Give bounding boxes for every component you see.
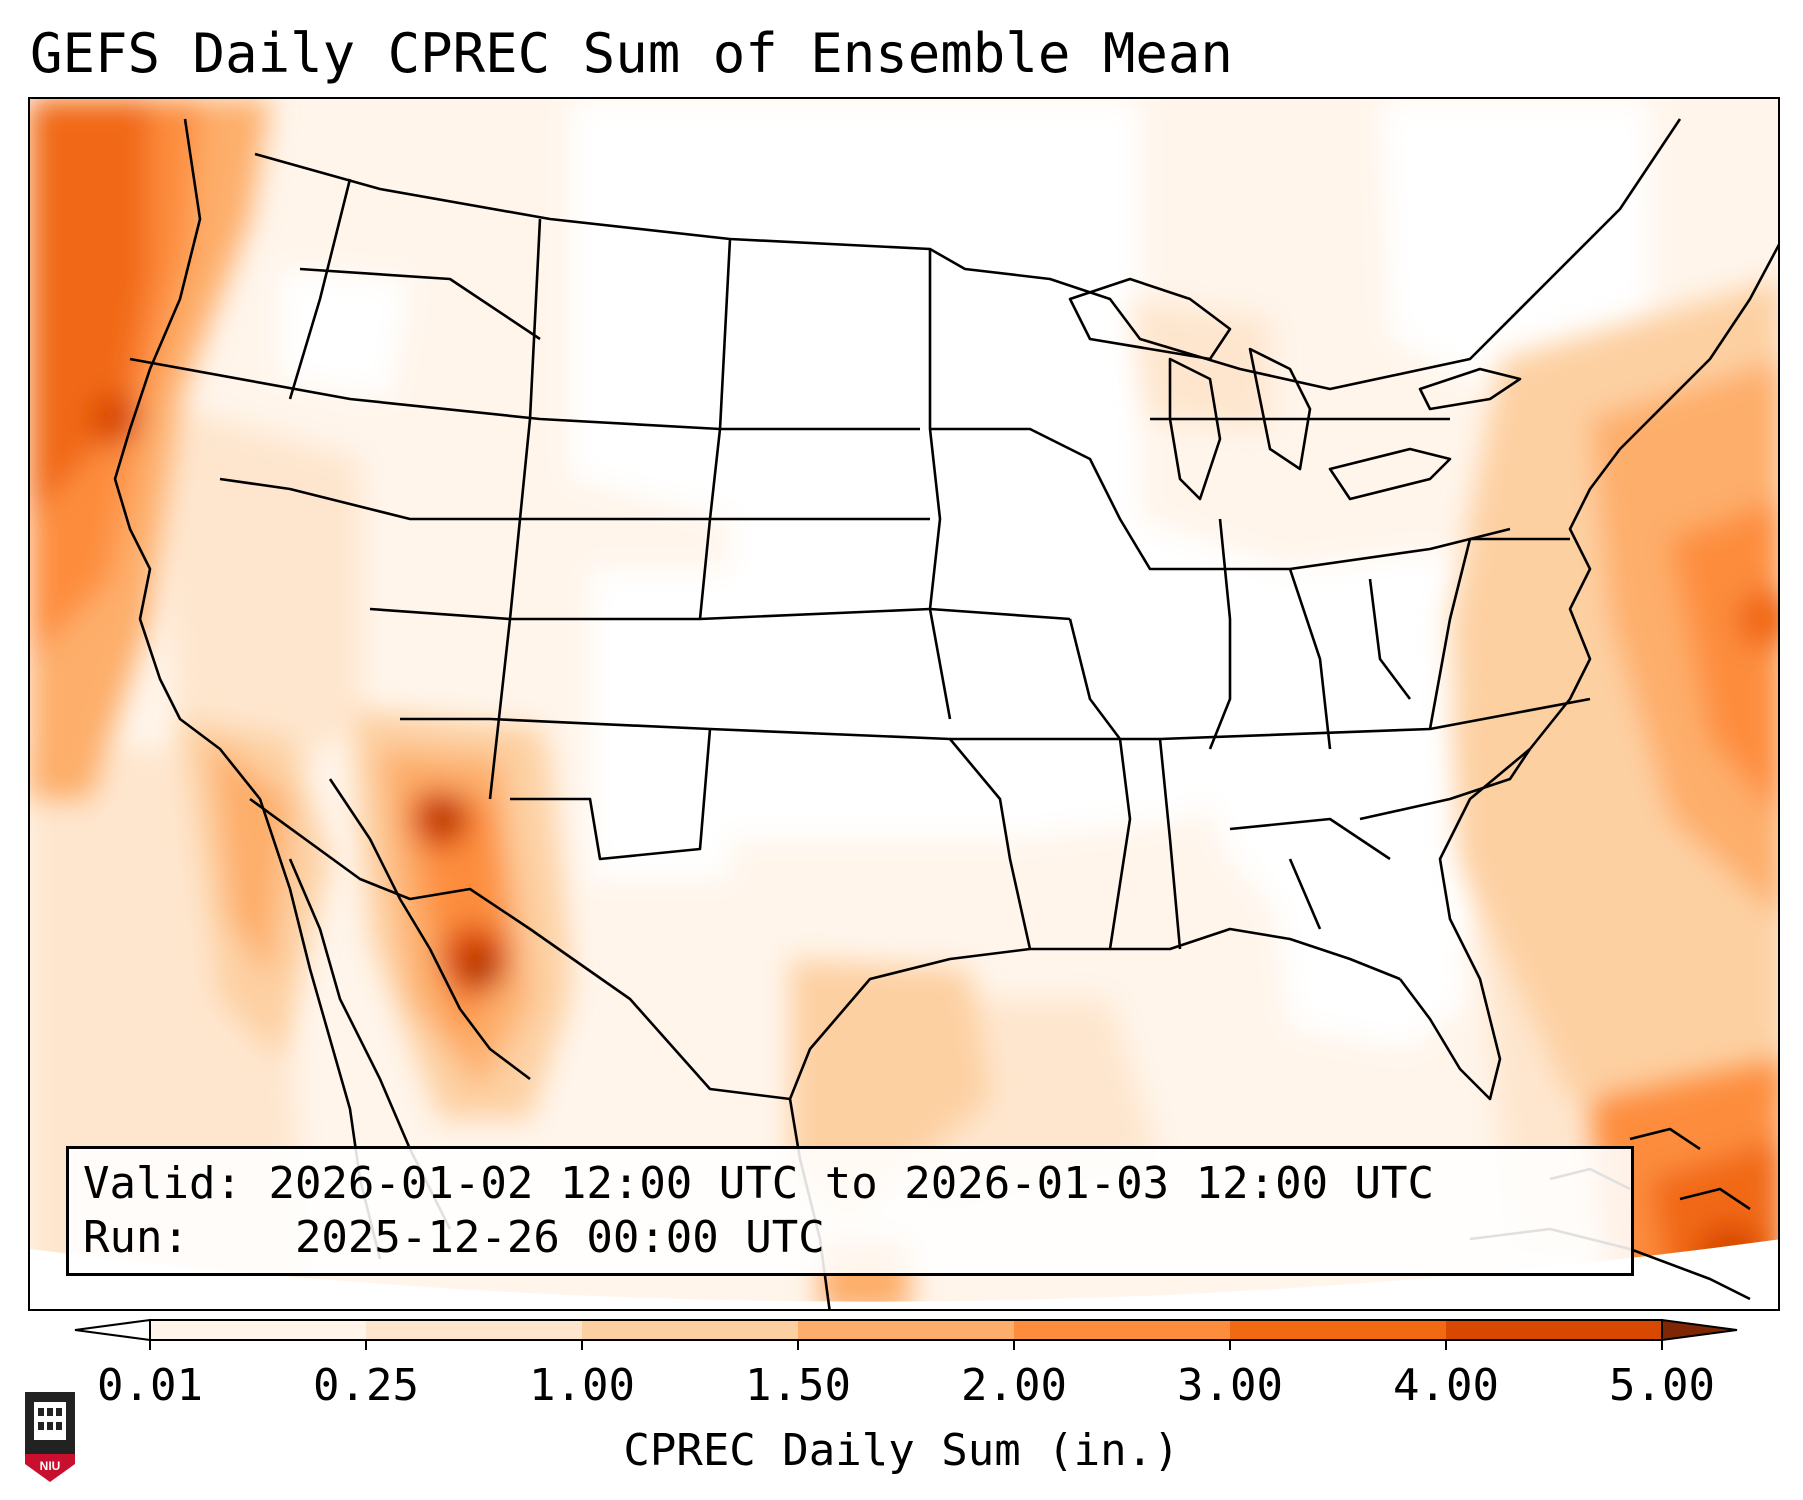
precipitation-map <box>28 97 1780 1311</box>
map-boundaries <box>113 118 1778 1309</box>
colorbar-tick-label: 5.00 <box>1609 1360 1715 1411</box>
colorbar-segment <box>582 1320 798 1340</box>
colorbar-tick-label: 0.25 <box>313 1360 419 1411</box>
colorbar-tick-label: 1.50 <box>745 1360 851 1411</box>
colorbar-tick-label: 3.00 <box>1177 1360 1283 1411</box>
southwest-precip-max <box>350 709 570 1119</box>
valid-label: Valid: <box>83 1158 242 1209</box>
run-label: Run: <box>83 1212 189 1263</box>
run-value: 2025-12-26 00:00 UTC <box>294 1212 825 1263</box>
colorbar-tick-label: 2.00 <box>961 1360 1067 1411</box>
colorbar-segment <box>1014 1320 1230 1340</box>
colorbar-under-triangle <box>74 1318 151 1342</box>
colorbar-tick-label: 4.00 <box>1393 1360 1499 1411</box>
pacific-northwest-precip <box>30 99 270 799</box>
colorbar-tick-label: 0.01 <box>97 1360 203 1411</box>
niu-logo: NIU <box>25 1392 75 1482</box>
atlantic-precip <box>1450 280 1778 1099</box>
colorbar-segment <box>1446 1320 1662 1340</box>
logo-text: NIU <box>40 1459 61 1473</box>
colorbar-segment <box>150 1320 366 1340</box>
valid-run-info-box: Valid: 2026-01-02 12:00 UTC to 2026-01-0… <box>66 1146 1634 1276</box>
colorbar-segment <box>366 1320 582 1340</box>
map-title: GEFS Daily CPREC Sum of Ensemble Mean <box>30 22 1233 85</box>
valid-value: 2026-01-02 12:00 UTC to 2026-01-03 12:00… <box>268 1158 1435 1209</box>
colorbar-bar <box>74 1318 1738 1350</box>
projection-edge <box>30 1239 1778 1309</box>
colorbar-segment <box>798 1320 1014 1340</box>
colorbar-over-triangle <box>1661 1318 1738 1342</box>
colorbar-label: CPREC Daily Sum (in.) <box>623 1425 1180 1476</box>
colorbar-segment <box>1230 1320 1446 1340</box>
colorbar-tick-label: 1.00 <box>529 1360 635 1411</box>
colorbar-outline <box>149 1319 1663 1341</box>
socal-precip <box>180 719 330 1059</box>
colorbar: 0.01 0.25 1.00 1.50 2.00 3.00 4.00 5.00 CPREC D… <box>0 1312 1803 1500</box>
